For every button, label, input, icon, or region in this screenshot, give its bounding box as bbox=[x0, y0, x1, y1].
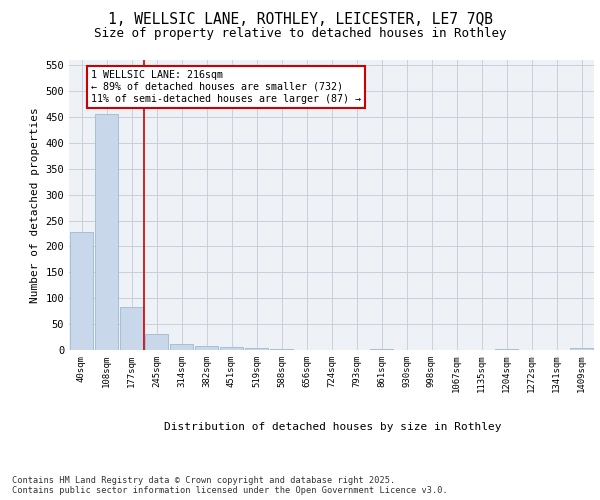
Bar bbox=[120, 307, 143, 350]
Y-axis label: Number of detached properties: Number of detached properties bbox=[30, 107, 40, 303]
Bar bbox=[570, 348, 593, 350]
Bar bbox=[195, 346, 218, 350]
Bar bbox=[170, 344, 193, 350]
Bar bbox=[70, 232, 93, 350]
Text: Distribution of detached houses by size in Rothley: Distribution of detached houses by size … bbox=[164, 422, 502, 432]
Text: Contains HM Land Registry data © Crown copyright and database right 2025.
Contai: Contains HM Land Registry data © Crown c… bbox=[12, 476, 448, 495]
Bar bbox=[220, 347, 243, 350]
Text: 1 WELLSIC LANE: 216sqm
← 89% of detached houses are smaller (732)
11% of semi-de: 1 WELLSIC LANE: 216sqm ← 89% of detached… bbox=[91, 70, 361, 104]
Text: Size of property relative to detached houses in Rothley: Size of property relative to detached ho… bbox=[94, 28, 506, 40]
Bar bbox=[95, 114, 118, 350]
Bar bbox=[245, 348, 268, 350]
Text: 1, WELLSIC LANE, ROTHLEY, LEICESTER, LE7 7QB: 1, WELLSIC LANE, ROTHLEY, LEICESTER, LE7… bbox=[107, 12, 493, 28]
Bar bbox=[145, 334, 168, 350]
